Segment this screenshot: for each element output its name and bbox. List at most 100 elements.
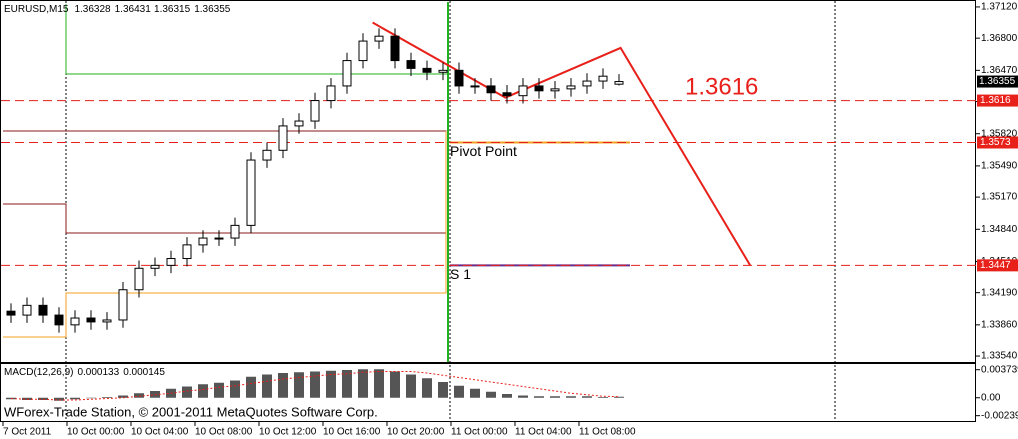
symbol: EURUSD,M15 <box>4 4 69 15</box>
level-tag-label: 1.3447 <box>980 260 1011 271</box>
level-name: Pivot Point <box>450 143 517 159</box>
candle-body <box>422 67 432 73</box>
macd-bar <box>262 374 272 398</box>
candle-body <box>438 69 448 73</box>
candle-body <box>614 81 624 85</box>
candle-body <box>358 40 368 62</box>
pivot-box <box>3 130 447 234</box>
macd-bar <box>54 397 64 401</box>
y-tick-label: 1.34840 <box>981 224 1018 235</box>
macd-bar <box>198 384 208 398</box>
macd-bar <box>518 395 528 398</box>
macd-bar <box>310 371 320 398</box>
macd-bar <box>374 369 384 398</box>
macd-bar <box>70 397 80 400</box>
macd-signal-value: 0.000145 <box>123 367 165 378</box>
pivot-box <box>3 131 447 338</box>
x-tick-label: 10 Oct 04:00 <box>131 427 189 438</box>
candle-body <box>102 319 112 323</box>
macd-signal <box>10 371 620 401</box>
macd-bar <box>358 369 368 398</box>
candle-body <box>22 304 32 316</box>
level-name: S 1 <box>450 266 471 282</box>
y-tick-label: 1.35170 <box>981 192 1018 203</box>
level-tag <box>977 136 1018 149</box>
candle-body <box>534 85 544 92</box>
candle-body <box>598 75 608 82</box>
macd-bar <box>454 385 464 398</box>
level-tag <box>977 259 1018 272</box>
candle-body <box>214 237 224 240</box>
candle-body <box>550 88 560 92</box>
candle-body <box>70 317 80 326</box>
macd-bar <box>326 370 336 398</box>
y-tick-label: 0.00 <box>981 392 1001 403</box>
candle-body <box>486 85 496 94</box>
candle-body <box>134 267 144 291</box>
macd-bar <box>118 395 128 398</box>
x-tick-label: 10 Oct 00:00 <box>67 427 125 438</box>
macd-bar <box>598 397 608 398</box>
macd-bar <box>534 396 544 398</box>
y-tick-label: 1.36470 <box>981 65 1018 76</box>
macd-bar <box>406 374 416 398</box>
price-tag <box>977 75 1018 88</box>
level-tag-label: 1.3573 <box>980 137 1011 148</box>
macd-bar <box>422 378 432 398</box>
macd-value: 0.000133 <box>77 367 119 378</box>
macd-bar <box>342 370 352 398</box>
macd-bar <box>294 372 304 398</box>
y-tick-label: 1.34190 <box>981 287 1018 298</box>
header-low: 1.36315 <box>154 4 191 15</box>
header-close: 1.36355 <box>194 4 231 15</box>
y-tick-label: 1.33540 <box>981 351 1018 362</box>
x-tick-label: 11 Oct 04:00 <box>515 427 572 438</box>
candle-body <box>118 289 128 321</box>
macd-title: MACD(12,26,9) 0.000133 0.000145 <box>4 367 165 378</box>
macd-bar <box>566 396 576 398</box>
candle-body <box>198 237 208 246</box>
y-tick-label: -0.00239 <box>981 410 1018 421</box>
macd-name: MACD(12,26,9) <box>4 367 73 378</box>
macd-bar <box>86 397 96 399</box>
y-tick-label: 0.003739 <box>981 364 1018 375</box>
pivot-box <box>65 4 450 75</box>
macd-bar <box>390 371 400 398</box>
x-tick-label: 10 Oct 16:00 <box>323 427 381 438</box>
main-panel <box>0 0 976 363</box>
y-tick-label: 1.35820 <box>981 128 1018 139</box>
macd-bar <box>486 391 496 398</box>
y-tick-label: 1.36800 <box>981 33 1018 44</box>
candle-body <box>518 85 528 97</box>
candle-body <box>326 85 336 102</box>
y-tick-label: 1.35490 <box>981 161 1018 172</box>
candle-body <box>166 258 176 266</box>
candle-body <box>6 310 16 316</box>
macd-bar <box>134 393 144 398</box>
candle-body <box>54 314 64 326</box>
x-tick-label: 7 Oct 2011 <box>3 427 52 438</box>
y-tick-label: 1.37120 <box>981 2 1018 13</box>
candle-body <box>582 80 592 87</box>
candle-body <box>454 69 464 87</box>
zigzag <box>372 21 752 266</box>
x-tick-label: 10 Oct 12:00 <box>259 427 317 438</box>
level-tag-label: 1.3616 <box>980 95 1011 106</box>
x-tick-label: 11 Oct 00:00 <box>451 427 508 438</box>
macd-bar <box>502 394 512 398</box>
macd-bar <box>230 380 240 398</box>
candle-body <box>470 85 480 88</box>
macd-bar <box>214 382 224 398</box>
level-annotation: 1.3616 <box>685 73 758 100</box>
candle-body <box>86 317 96 323</box>
macd-bar <box>582 396 592 398</box>
level-tag <box>977 94 1018 107</box>
x-tick-label: 11 Oct 08:00 <box>579 427 636 438</box>
macd-bar <box>102 397 112 398</box>
macd-bar <box>438 382 448 398</box>
candle-body <box>374 35 384 42</box>
candle-body <box>262 149 272 161</box>
macd-bar <box>182 386 192 398</box>
x-tick-label: 10 Oct 08:00 <box>195 427 253 438</box>
